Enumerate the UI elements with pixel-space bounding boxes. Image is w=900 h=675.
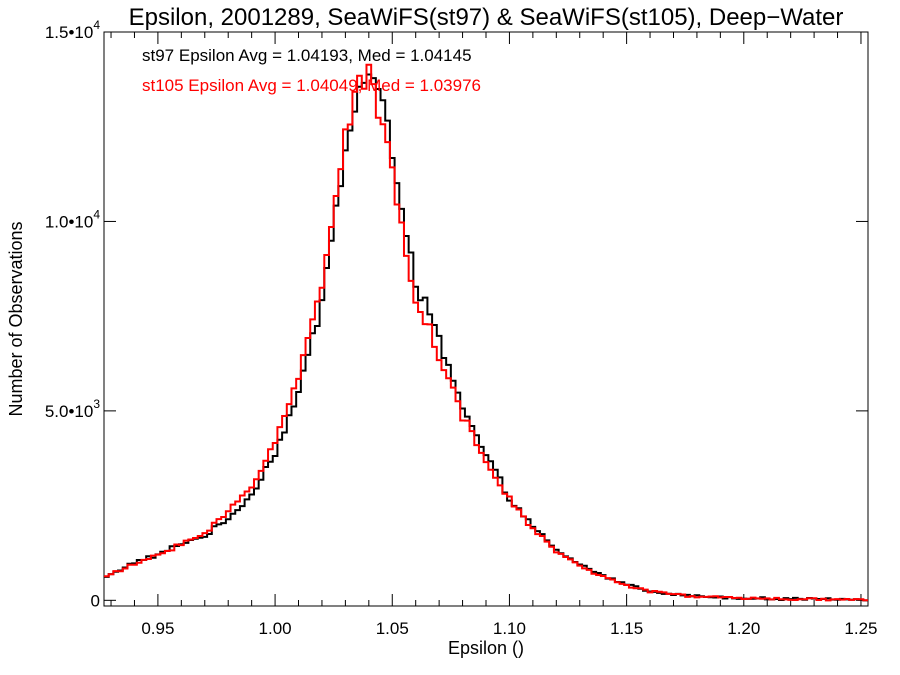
y-axis-label: Number of Observations: [6, 221, 26, 416]
series-layer: [104, 63, 868, 602]
x-tick-label: 1.20: [727, 619, 760, 638]
x-tick-label: 1.10: [493, 619, 526, 638]
x-tick-label: 1.15: [610, 619, 643, 638]
x-tick-label: 1.25: [844, 619, 877, 638]
y-tick-label: 1.0•104: [45, 207, 101, 231]
series-1-line: [104, 73, 868, 602]
y-tick-label: 5.0•103: [45, 397, 101, 421]
y-axis: 0 5.0•103 1.0•104 1.5•104: [45, 18, 868, 610]
series-2-line: [104, 63, 868, 602]
chart-title: Epsilon, 2001289, SeaWiFS(st97) & SeaWiF…: [129, 4, 844, 31]
annotation-2: st105 Epsilon Avg = 1.04049, Med = 1.039…: [142, 76, 481, 95]
y-tick-label: 1.5•104: [45, 18, 101, 42]
x-axis-label: Epsilon (): [448, 638, 524, 658]
x-tick-label: 0.95: [141, 619, 174, 638]
y-tick-label: 0: [91, 591, 100, 610]
legend-annotations: st97 Epsilon Avg = 1.04193, Med = 1.0414…: [142, 46, 481, 95]
x-axis: 0.95 1.00 1.05 1.10 1.15 1.20 1.25: [110, 32, 878, 638]
annotation-1: st97 Epsilon Avg = 1.04193, Med = 1.0414…: [142, 46, 472, 65]
x-tick-label: 1.05: [376, 619, 409, 638]
x-tick-label: 1.00: [259, 619, 292, 638]
